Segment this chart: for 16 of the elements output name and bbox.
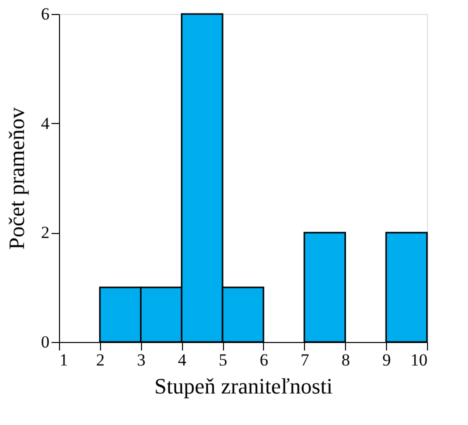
x-tick-label: 7 [300,350,310,370]
y-tick-label: 0 [41,332,50,352]
x-tick-label: 5 [218,350,228,370]
y-axis-title: Počet prameňov [4,107,29,250]
x-tick-label: 10 [410,350,428,370]
x-tick-label: 6 [260,350,268,370]
x-tick-label: 9 [382,350,391,370]
x-tick-label: 2 [96,350,105,370]
y-tick-label: 4 [41,114,50,133]
y-tick-label: 2 [41,223,50,242]
x-tick-label: 1 [60,350,68,370]
x-tick-label: 8 [341,350,350,370]
x-axis-title: Stupeň zraniteľnosti [154,374,333,398]
x-tick-label: 3 [137,350,146,370]
y-tick-label: 6 [41,4,50,24]
x-tick-label: 4 [178,350,187,370]
